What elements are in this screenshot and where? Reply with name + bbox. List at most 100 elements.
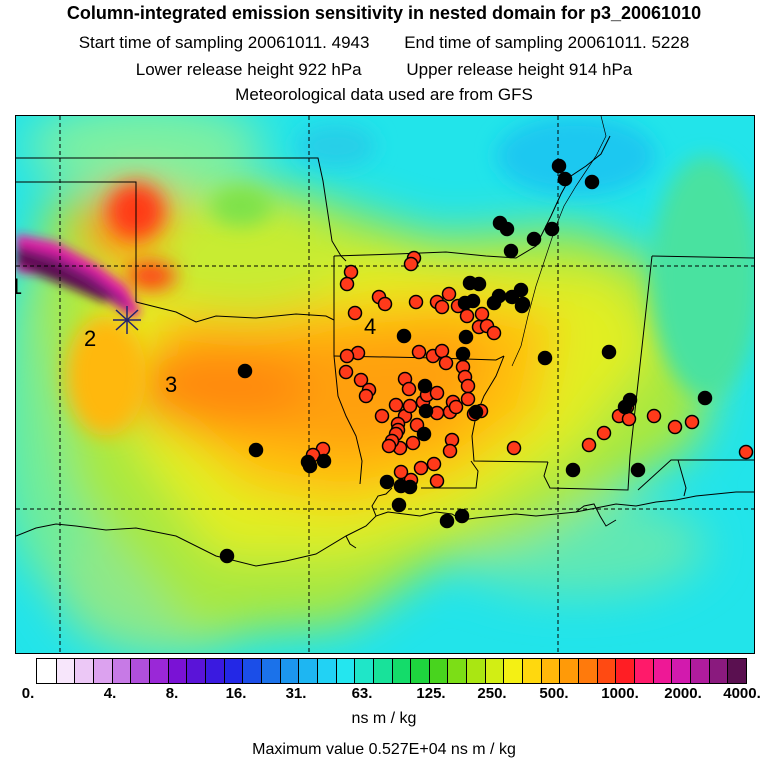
red-sample-marker <box>581 437 597 453</box>
black-sample-marker <box>584 174 600 190</box>
colorbar-segment <box>690 659 709 683</box>
colorbar-segment <box>615 659 634 683</box>
black-sample-marker <box>454 508 470 524</box>
red-sample-marker <box>393 464 409 480</box>
lat-lon-grid <box>16 116 754 653</box>
colorbar-segment <box>56 659 74 683</box>
colorbar-segment <box>130 659 149 683</box>
colorbar-segment <box>186 659 205 683</box>
sensitivity-field <box>16 116 754 653</box>
colorbar-segment <box>466 659 485 683</box>
black-sample-marker <box>391 497 407 513</box>
colorbar-segment <box>634 659 653 683</box>
red-sample-marker <box>353 372 369 388</box>
start-time-label: Start time of sampling 20061011. 4943 <box>78 33 370 52</box>
red-sample-marker <box>402 398 418 414</box>
sampling-times: Start time of sampling 20061011. 4943 En… <box>0 33 768 53</box>
red-sample-marker <box>684 414 700 430</box>
colorbar-segment <box>709 659 727 683</box>
red-sample-marker <box>459 308 475 324</box>
colorbar-segment <box>205 659 224 683</box>
met-data-label: Meteorological data used are from GFS <box>235 85 533 104</box>
red-sample-marker <box>403 256 419 272</box>
red-sample-marker <box>358 388 374 404</box>
coastline <box>16 487 754 567</box>
black-sample-marker <box>601 344 617 360</box>
black-sample-marker <box>514 298 530 314</box>
red-sample-marker <box>339 348 355 364</box>
red-sample-marker <box>441 286 457 302</box>
colorbar-segment <box>280 659 298 683</box>
black-sample-marker <box>439 513 455 529</box>
red-sample-marker <box>621 411 637 427</box>
colorbar-segment <box>541 659 559 683</box>
colorbar-tick-label: 4000. <box>723 685 761 702</box>
red-sample-marker <box>474 306 490 322</box>
red-sample-marker <box>506 440 522 456</box>
red-sample-marker <box>339 276 355 292</box>
red-sample-marker <box>667 419 683 435</box>
colorbar-tick-label: 125. <box>416 685 446 702</box>
black-sample-marker <box>458 329 474 345</box>
region-label-4: 4 <box>364 314 376 339</box>
emission-sensitivity-map: 2 3 4 1 <box>15 115 755 654</box>
colorbar-tick-label: 0. <box>21 685 35 702</box>
colorbar-segment <box>653 659 671 683</box>
colorbar-segment <box>242 659 261 683</box>
black-sample-marker <box>565 462 581 478</box>
red-sample-marker <box>429 473 445 489</box>
colorbar-segment <box>354 659 373 683</box>
colorbar-segment <box>74 659 93 683</box>
colorbar-segment <box>373 659 392 683</box>
colorbar-segment <box>93 659 112 683</box>
maximum-value-label: Maximum value 0.527E+04 ns m / kg <box>252 741 516 758</box>
red-sample-marker <box>460 391 476 407</box>
region-label-2: 2 <box>84 326 96 351</box>
end-time-label: End time of sampling 20061011. 5228 <box>404 33 690 52</box>
colorbar-segment <box>168 659 186 683</box>
colorbar-segment <box>149 659 168 683</box>
colorbar-segment <box>336 659 354 683</box>
colorbar-segment <box>522 659 541 683</box>
red-sample-marker <box>401 381 417 397</box>
red-sample-marker <box>486 325 502 341</box>
black-sample-marker <box>551 158 567 174</box>
colorbar-segment <box>410 659 429 683</box>
black-sample-marker <box>491 288 507 304</box>
red-sample-marker <box>408 294 424 310</box>
colorbar-segment <box>727 659 746 683</box>
black-sample-marker <box>455 346 471 362</box>
black-sample-marker <box>544 221 560 237</box>
red-sample-marker <box>347 305 363 321</box>
sample-markers <box>219 158 754 564</box>
colorbar-segment <box>559 659 578 683</box>
colorbar-segment <box>485 659 503 683</box>
black-sample-marker <box>237 363 253 379</box>
red-sample-marker <box>426 456 442 472</box>
colorbar-segment <box>597 659 615 683</box>
colorbar-tick-label: 2000. <box>664 685 702 702</box>
colorbar-tick-label: 250. <box>477 685 507 702</box>
colorbar-tick-label: 8. <box>165 685 179 702</box>
red-sample-marker <box>343 264 359 280</box>
black-sample-marker <box>300 454 316 470</box>
black-sample-marker <box>622 392 638 408</box>
red-sample-marker <box>434 299 450 315</box>
colorbar-segment <box>392 659 410 683</box>
red-sample-marker <box>429 385 445 401</box>
red-sample-marker <box>438 355 454 371</box>
region-label-3: 3 <box>165 372 177 397</box>
black-sample-marker <box>557 171 573 187</box>
black-sample-marker <box>219 548 235 564</box>
colorbar-segment <box>298 659 317 683</box>
black-sample-marker <box>503 243 519 259</box>
colorbar-tick-label: 4. <box>103 685 117 702</box>
colorbar-tick-label: 16. <box>225 685 247 702</box>
black-sample-marker <box>396 328 412 344</box>
release-heights: Lower release height 922 hPa Upper relea… <box>0 60 768 80</box>
black-sample-marker <box>630 462 646 478</box>
colorbar-segment <box>317 659 336 683</box>
colorbar-segment <box>224 659 242 683</box>
red-sample-marker <box>434 343 450 359</box>
black-sample-marker <box>697 390 713 406</box>
